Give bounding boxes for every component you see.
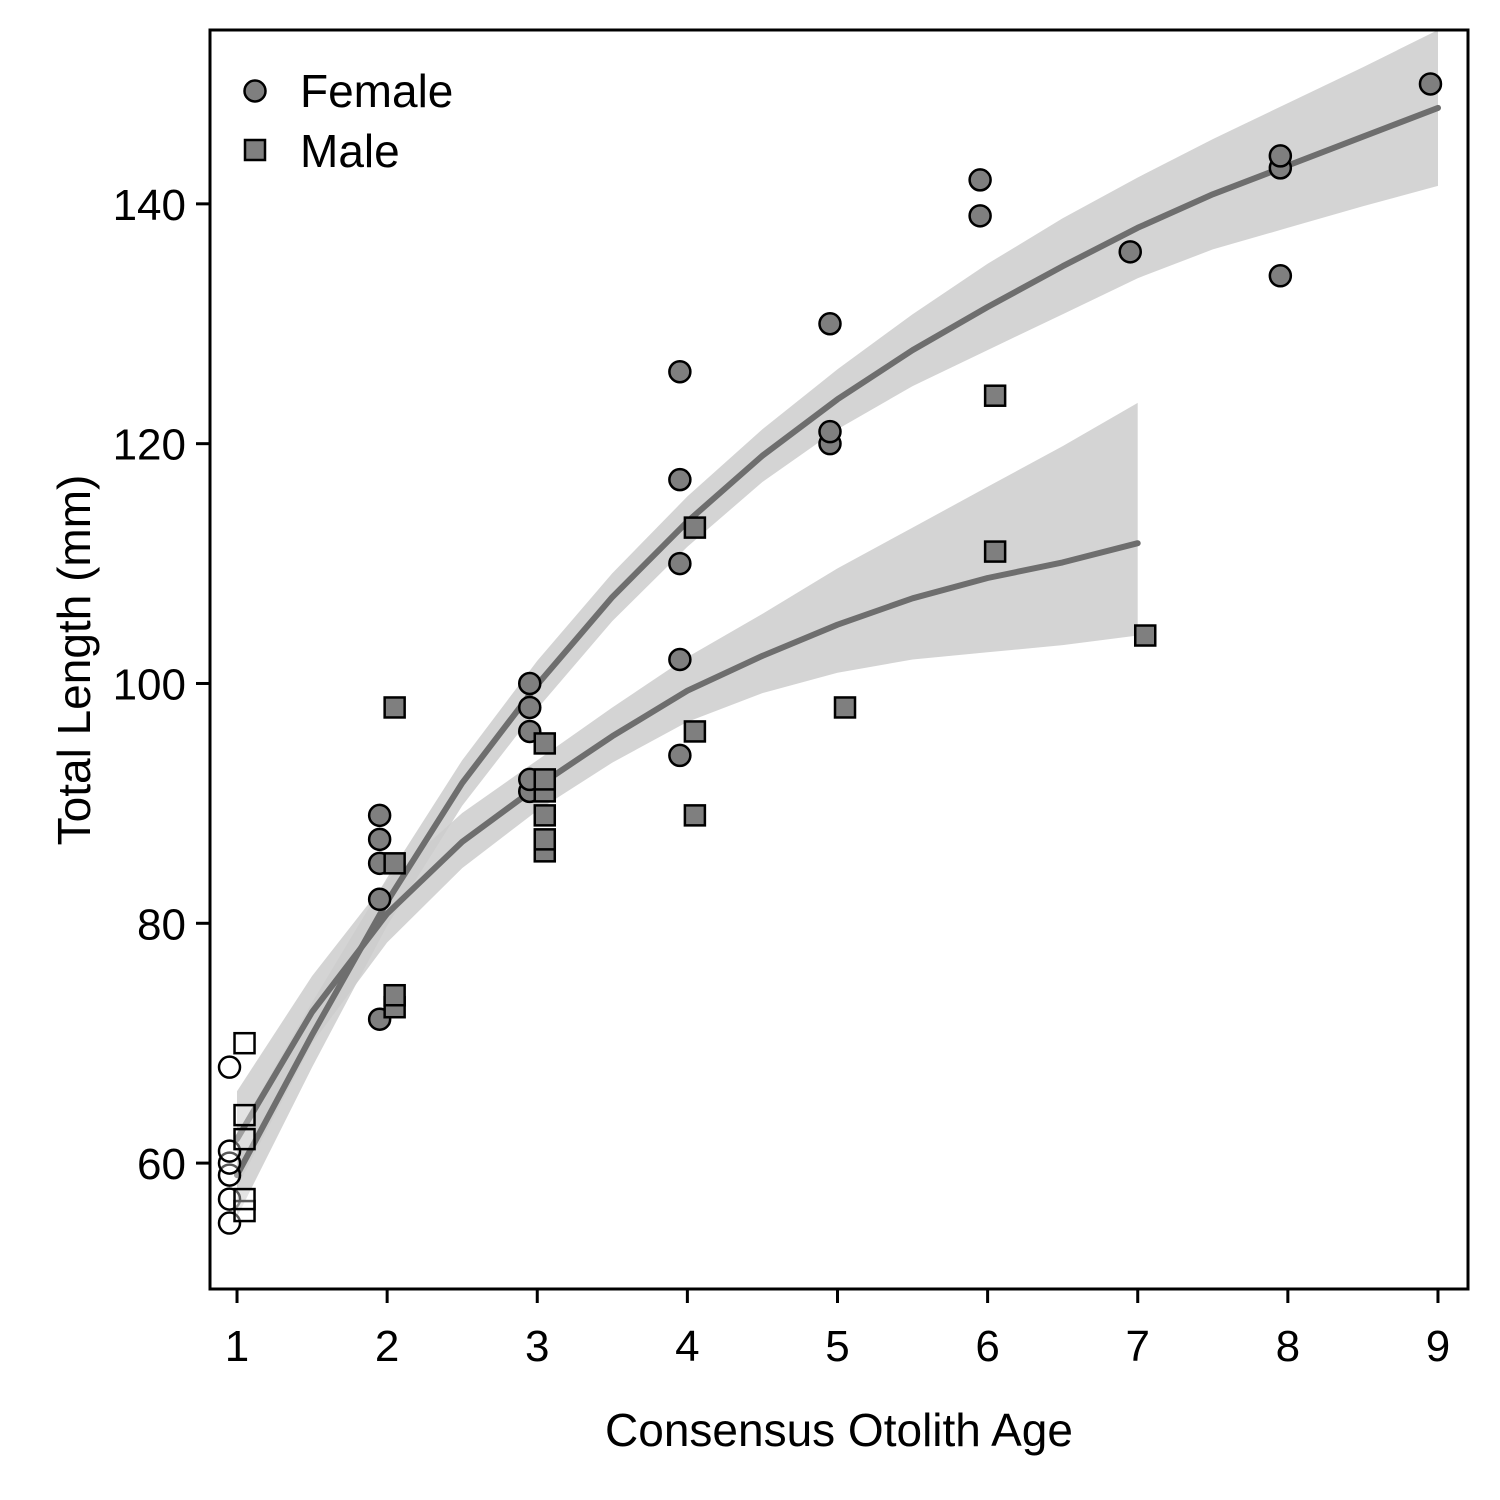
female-point [1268,264,1293,288]
y-tick-label: 140 [113,181,186,230]
male-point [533,828,557,851]
male-point [233,1127,256,1151]
female-point [668,467,692,492]
female-point [668,647,692,672]
female-point [818,419,842,444]
x-tick-label: 7 [1125,1322,1149,1371]
x-tick-label: 3 [525,1322,549,1371]
female-point [968,204,992,228]
y-axis: 60 80 100 120 140 [113,181,210,1189]
female-fit-line [234,104,1441,1179]
legend-male-label: Male [300,125,400,177]
female-point [1268,144,1293,168]
y-tick-label: 60 [137,1140,186,1189]
legend: Female Male [243,65,453,177]
female-point [367,887,392,912]
y-tick-label: 80 [137,900,186,949]
male-point [233,1031,256,1055]
male-point [983,540,1007,563]
male-point [533,732,557,755]
female-point [1418,72,1443,96]
x-tick-label: 8 [1276,1322,1300,1371]
male-point [233,1103,256,1127]
female-point [518,671,542,696]
x-tick-label: 1 [225,1322,249,1371]
plot-frame [208,28,1470,1291]
x-tick-label: 2 [375,1322,399,1371]
male-point [533,804,557,827]
male-point [1133,624,1157,647]
male-point [683,516,707,539]
male-point [683,804,707,827]
female-point [968,168,992,192]
male-point [383,852,406,875]
female-point [217,1055,242,1079]
female-point [668,359,692,384]
y-axis-title: Total Length (mm) [48,475,100,846]
y-tick-label: 100 [113,660,186,709]
female-point [1118,240,1142,264]
female-point [668,551,692,576]
x-tick-label: 9 [1426,1322,1450,1371]
data-points [217,72,1443,1235]
male-point [383,696,406,719]
female-point [367,803,392,828]
female-ci-band [237,30,1438,1218]
female-point [367,827,392,852]
female-point [818,312,842,336]
male-point [683,720,707,743]
y-tick-label: 120 [113,421,186,470]
male-point [383,983,406,1007]
female-point [518,695,542,720]
legend-male-marker [243,138,267,162]
male-point [833,696,857,719]
legend-female-label: Female [300,65,453,117]
male-point [233,1187,256,1211]
female-point [217,1151,242,1175]
male-point [233,1199,256,1223]
x-tick-label: 5 [825,1322,849,1371]
fit-lines [234,104,1441,1179]
male-point [983,384,1007,407]
legend-female-marker [243,79,267,103]
x-axis: 1 2 3 4 5 6 7 8 9 [225,1289,1450,1371]
x-axis-title: Consensus Otolith Age [605,1404,1073,1456]
x-tick-label: 6 [975,1322,999,1371]
x-tick-label: 4 [675,1322,699,1371]
male-point [533,768,557,791]
female-point [668,743,692,768]
female-point [217,1163,242,1187]
male-fit-line [234,540,1141,1143]
